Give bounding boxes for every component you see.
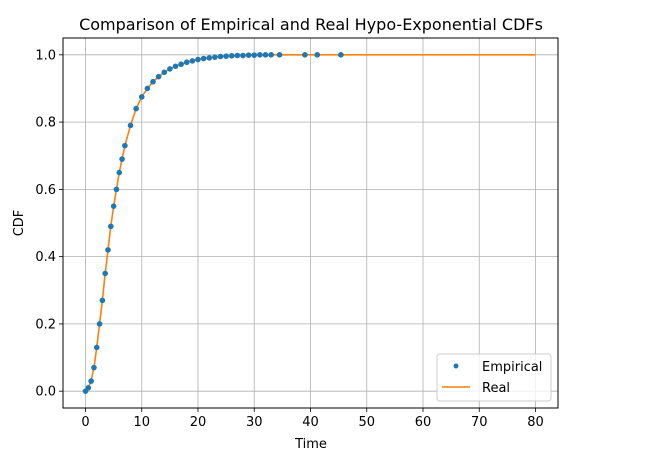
empirical-point <box>206 55 213 61</box>
x-tick-label: 30 <box>246 415 263 430</box>
x-tick-label: 0 <box>81 415 89 430</box>
x-tick-label: 60 <box>415 415 432 430</box>
y-tick-label: 1.0 <box>35 48 56 63</box>
grid-layer <box>63 38 558 408</box>
empirical-point <box>217 53 224 60</box>
legend: Empirical Real <box>436 353 552 402</box>
chart-title: Comparison of Empirical and Real Hypo-Ex… <box>79 15 543 34</box>
y-tick-label: 0.0 <box>35 385 56 400</box>
empirical-point <box>228 53 235 59</box>
empirical-point <box>167 66 173 72</box>
x-tick-label: 40 <box>302 415 319 430</box>
x-axis-label: Time <box>294 437 327 452</box>
empirical-point <box>105 247 111 253</box>
empirical-series-layer <box>82 52 344 394</box>
legend-box <box>436 353 552 402</box>
empirical-point <box>251 52 258 58</box>
empirical-point <box>268 52 274 58</box>
x-tick-layer: 0 10 20 30 40 50 60 70 80 <box>81 408 544 430</box>
empirical-point <box>116 169 123 176</box>
empirical-point <box>122 142 128 149</box>
legend-empirical-marker <box>453 363 459 369</box>
empirical-point <box>195 56 201 63</box>
y-axis-label: CDF <box>12 210 27 237</box>
empirical-point <box>108 223 114 230</box>
empirical-point <box>119 156 125 162</box>
empirical-point <box>99 297 106 304</box>
x-tick-label: 80 <box>527 415 544 430</box>
empirical-point <box>155 73 162 80</box>
empirical-point <box>161 69 168 76</box>
empirical-point <box>212 54 218 60</box>
empirical-point <box>113 186 120 193</box>
empirical-point <box>133 105 139 112</box>
empirical-point <box>314 52 321 58</box>
empirical-point <box>223 53 229 59</box>
empirical-point <box>276 52 283 58</box>
empirical-point <box>189 58 196 64</box>
empirical-point <box>338 52 344 58</box>
y-tick-label: 0.8 <box>35 116 56 131</box>
empirical-point <box>183 59 190 66</box>
x-tick-label: 20 <box>190 415 207 430</box>
empirical-point <box>96 321 103 327</box>
y-tick-label: 0.2 <box>35 317 56 332</box>
empirical-point <box>262 52 269 58</box>
empirical-point <box>127 122 134 129</box>
empirical-point <box>172 63 179 70</box>
empirical-point <box>302 52 308 58</box>
empirical-point <box>110 203 117 209</box>
empirical-point <box>178 61 184 68</box>
legend-empirical-label: Empirical <box>482 360 542 375</box>
empirical-point <box>245 52 252 58</box>
x-tick-label: 50 <box>358 415 375 430</box>
empirical-point <box>257 52 263 58</box>
empirical-point <box>88 378 94 384</box>
legend-real-label: Real <box>482 381 510 396</box>
y-tick-label: 0.6 <box>35 183 56 198</box>
y-tick-layer: 0.0 0.2 0.4 0.6 0.8 1.0 <box>35 48 63 400</box>
empirical-point <box>144 85 151 92</box>
y-tick-label: 0.4 <box>35 250 56 265</box>
empirical-point <box>91 364 97 371</box>
empirical-point <box>93 344 100 351</box>
empirical-point <box>138 94 145 100</box>
x-tick-label: 10 <box>133 415 150 430</box>
empirical-point <box>102 270 108 277</box>
x-tick-label: 70 <box>471 415 488 430</box>
empirical-point <box>240 52 246 59</box>
empirical-point <box>200 55 207 62</box>
empirical-point <box>234 52 241 59</box>
empirical-point <box>85 385 92 391</box>
empirical-point <box>150 78 156 85</box>
